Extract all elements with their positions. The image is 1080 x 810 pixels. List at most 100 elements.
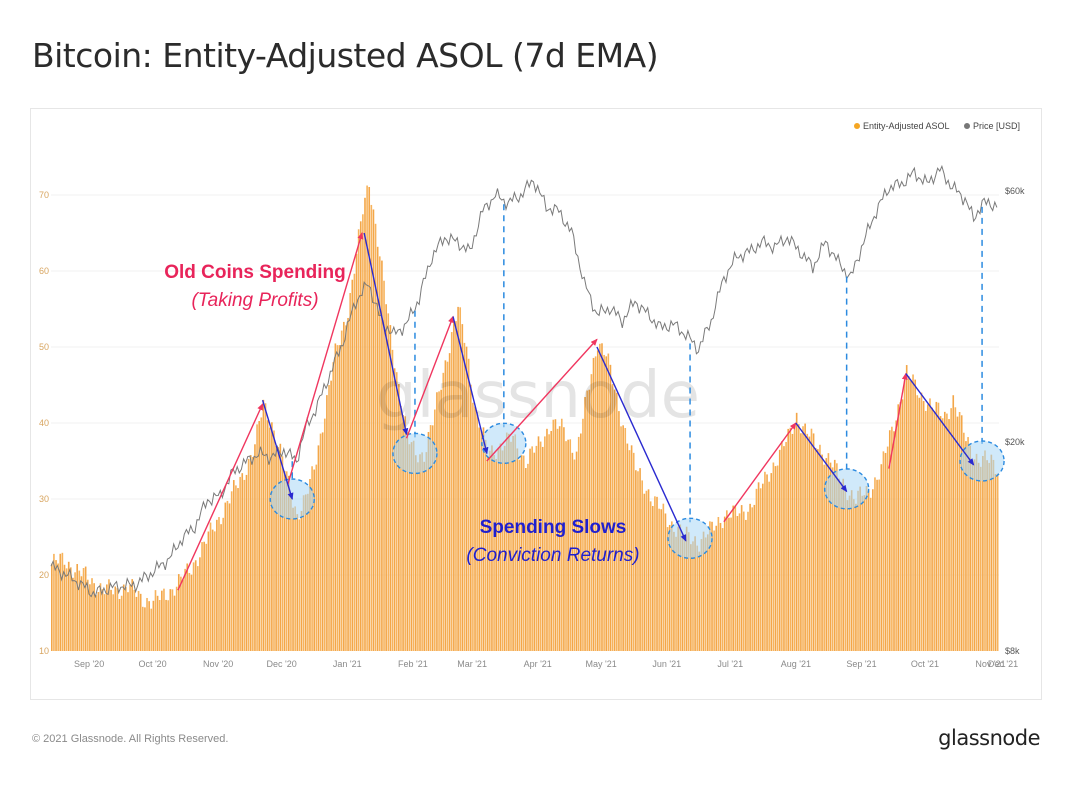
profit-taking-arrow: [177, 403, 264, 591]
y-tick-label: 60: [39, 266, 49, 276]
asol-bar: [728, 517, 730, 651]
asol-bar: [901, 399, 904, 651]
asol-bar: [645, 490, 648, 651]
asol-bar: [110, 589, 112, 651]
asol-bar: [514, 434, 517, 651]
asol-bar: [57, 563, 59, 651]
asol-bar: [876, 479, 878, 651]
asol-bar: [319, 433, 322, 651]
asol-bar: [499, 443, 502, 651]
asol-bar: [328, 385, 330, 651]
asol-bar: [709, 521, 711, 651]
asol-bar: [510, 441, 512, 651]
asol-bar: [436, 392, 438, 651]
asol-bar: [527, 463, 529, 651]
asol-bar: [482, 427, 485, 651]
asol-bar: [448, 353, 451, 651]
profit-taking-arrow: [888, 372, 908, 469]
asol-bar: [539, 441, 542, 651]
asol-bar: [785, 441, 787, 651]
x-tick-label: Jan '21: [333, 659, 362, 669]
asol-chart: 10 20 30 40 50 60 70 $8k $20k $60k glassnode Sep '2…: [39, 121, 1025, 669]
asol-bar: [421, 452, 423, 651]
asol-bar: [865, 486, 868, 651]
asol-bar: [933, 411, 936, 651]
asol-bar: [552, 419, 555, 651]
asol-bar: [770, 473, 773, 651]
asol-bar: [762, 483, 764, 651]
asol-bar: [882, 451, 885, 651]
asol-bar: [345, 325, 347, 651]
asol-bar: [692, 541, 694, 651]
asol-bar: [827, 453, 830, 651]
x-tick-label: Nov '20: [203, 659, 233, 669]
asol-bar: [956, 416, 959, 651]
asol-bar: [778, 449, 781, 651]
asol-bar: [643, 493, 646, 651]
asol-bar: [216, 519, 218, 651]
asol-bar: [402, 415, 404, 651]
asol-bar: [886, 446, 889, 651]
asol-bar: [224, 502, 227, 651]
asol-bar: [230, 491, 233, 651]
asol-bar: [787, 428, 790, 651]
asol-bar: [573, 459, 576, 651]
asol-bar: [899, 402, 902, 651]
asol-bar: [264, 403, 267, 651]
asol-bar: [190, 574, 193, 651]
asol-bar: [937, 402, 940, 651]
asol-bar: [188, 572, 191, 651]
asol-bar: [793, 425, 796, 651]
asol-bar: [59, 553, 62, 651]
asol-bar: [474, 406, 476, 651]
asol-bar: [252, 457, 254, 651]
asol-bar: [817, 449, 819, 651]
asol-bar: [271, 422, 273, 651]
price-line: [50, 164, 998, 599]
asol-bar: [410, 442, 413, 651]
asol-bar: [726, 510, 728, 651]
legend-label-asol: Entity-Adjusted ASOL: [863, 121, 950, 131]
slowdown-cluster-circle: [667, 517, 713, 559]
asol-bar: [603, 354, 605, 651]
asol-bar: [821, 454, 823, 651]
asol-bar: [823, 464, 825, 651]
asol-bar: [323, 418, 326, 651]
asol-bar: [108, 579, 110, 651]
asol-bar: [290, 495, 292, 651]
asol-bar: [139, 593, 142, 651]
asol-bar: [607, 353, 610, 651]
asol-bar: [141, 606, 144, 651]
asol-bar: [550, 430, 553, 651]
asol-bar: [491, 445, 493, 651]
asol-bar: [656, 496, 658, 651]
slowdown-arrow: [905, 373, 975, 466]
asol-bar: [749, 503, 751, 651]
asol-bar: [118, 598, 121, 651]
asol-bar: [522, 455, 525, 651]
asol-bar: [525, 468, 527, 651]
asol-bar: [222, 517, 225, 651]
asol-bar: [924, 410, 927, 651]
asol-bar: [768, 481, 770, 651]
asol-bar: [173, 595, 176, 651]
asol-bar: [632, 452, 635, 651]
y-tick-label: 40: [39, 418, 49, 428]
asol-bar: [438, 391, 440, 651]
x-tick-label: Nov '21: [975, 659, 1005, 669]
asol-bar: [268, 427, 271, 651]
asol-bar: [842, 478, 845, 651]
asol-bar: [254, 444, 256, 651]
asol-bar: [753, 504, 756, 651]
asol-bar: [721, 528, 724, 651]
asol-bar: [626, 443, 629, 651]
asol-bar: [660, 509, 663, 651]
asol-bar: [161, 590, 163, 651]
asol-bar: [649, 501, 652, 651]
asol-bar: [472, 402, 474, 651]
slowdown-cluster-circle: [959, 440, 1005, 482]
asol-bar: [465, 346, 468, 651]
asol-bar: [584, 397, 586, 651]
asol-bar: [992, 459, 995, 651]
asol-bar: [939, 416, 942, 651]
